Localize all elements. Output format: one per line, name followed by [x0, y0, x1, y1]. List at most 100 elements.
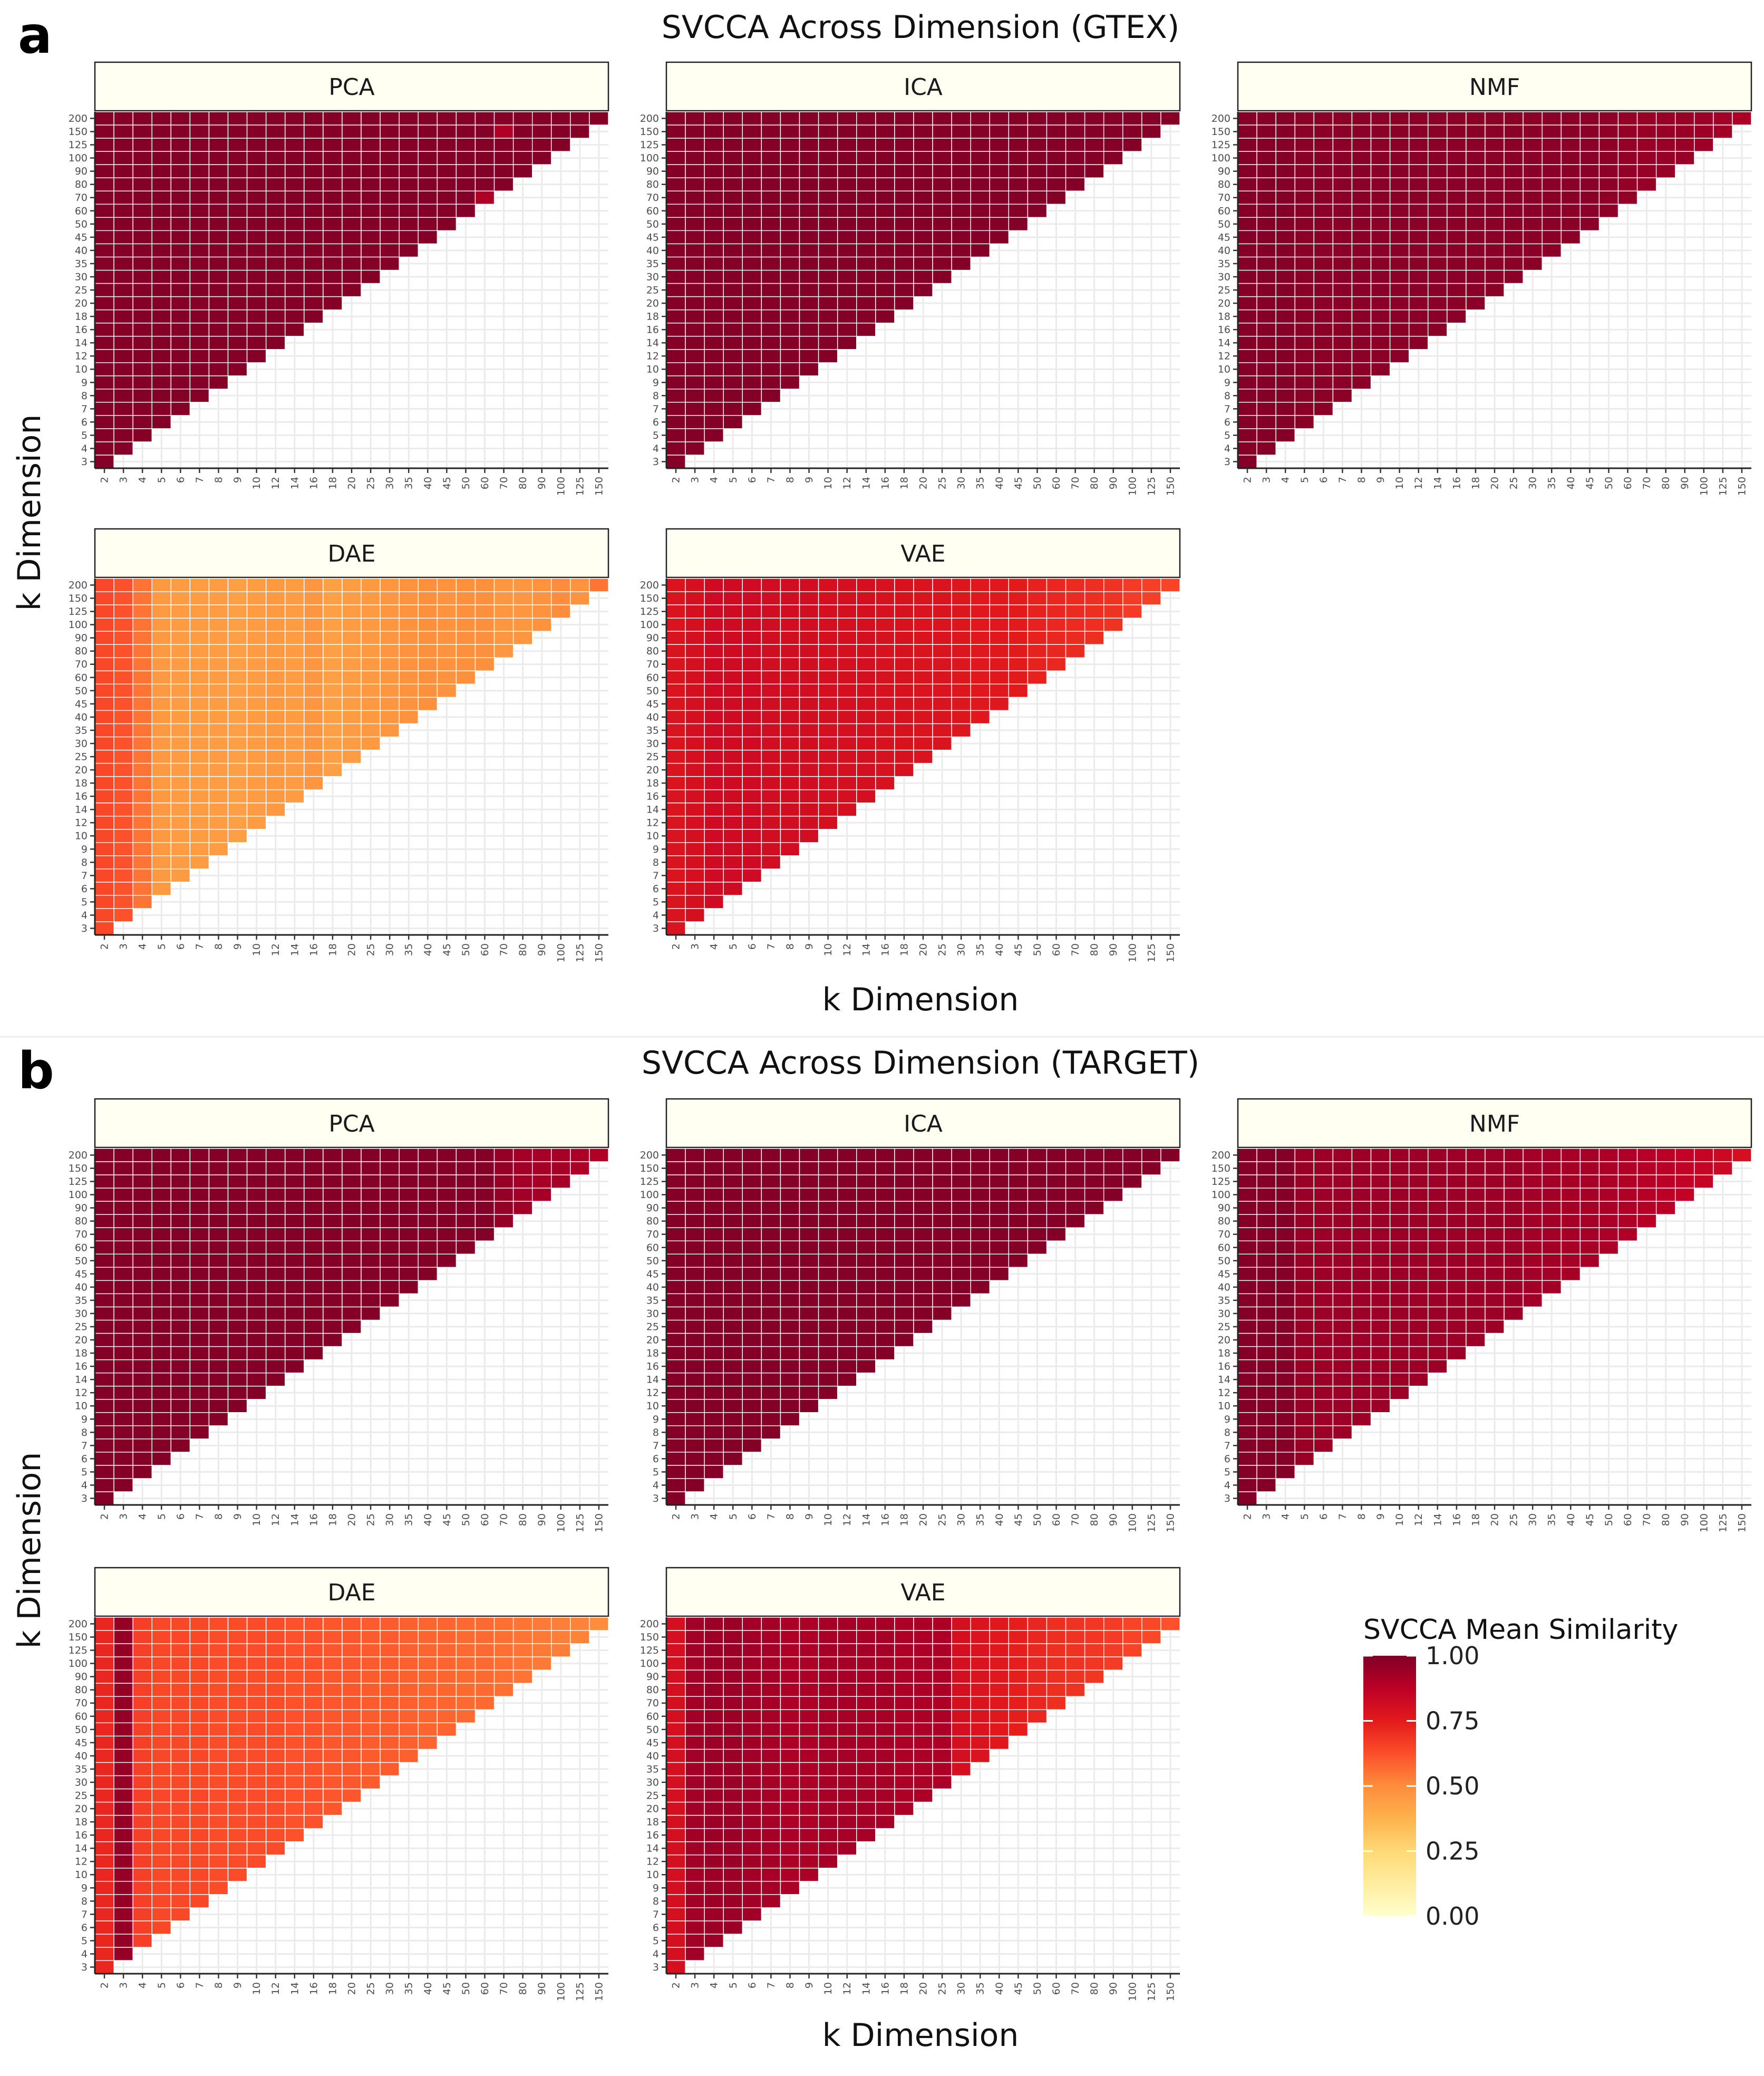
heatmap-cell	[94, 1894, 114, 1908]
heatmap-cell	[818, 1293, 838, 1308]
x-tick-label: 20	[346, 943, 358, 956]
y-tick-label: 7	[1224, 403, 1230, 415]
heatmap-cell	[227, 1359, 248, 1374]
heatmap-cell	[493, 604, 514, 619]
heatmap-cell	[361, 1227, 381, 1241]
heatmap-cell	[951, 177, 971, 191]
heatmap-cell	[380, 124, 400, 139]
y-tick-label: 16	[646, 324, 659, 336]
heatmap-cell	[151, 1319, 171, 1334]
heatmap-cell	[1447, 164, 1467, 178]
heatmap-cell	[742, 309, 762, 324]
heatmap-cell	[742, 1346, 762, 1360]
heatmap-cell	[799, 1306, 819, 1321]
heatmap-cell	[1485, 269, 1505, 284]
heatmap-cell	[342, 1293, 362, 1308]
heatmap-cell	[380, 1280, 400, 1295]
heatmap-cell	[493, 177, 514, 191]
heatmap-cell	[1237, 415, 1257, 429]
heatmap-cell	[151, 1425, 171, 1440]
x-tick-label: 90	[1679, 477, 1691, 489]
heatmap-cell	[361, 617, 381, 632]
heatmap-cell	[951, 230, 971, 245]
y-tick-label: 4	[1224, 443, 1230, 455]
heatmap-cell	[799, 230, 819, 245]
heatmap-cell	[1389, 1293, 1410, 1308]
heatmap-cell	[246, 138, 267, 152]
heatmap-cell	[799, 683, 819, 698]
heatmap-cell	[246, 111, 267, 125]
x-tick-label: 3	[118, 1982, 130, 1988]
heatmap-cell	[666, 1398, 686, 1413]
heatmap-cell	[437, 1643, 457, 1657]
heatmap-cell	[151, 631, 171, 645]
heatmap-cell	[1256, 177, 1276, 191]
heatmap-cell	[113, 335, 133, 350]
heatmap-cell	[1313, 124, 1334, 139]
heatmap-cell	[1237, 177, 1257, 191]
heatmap-cell	[246, 1385, 267, 1400]
heatmap-cell	[1027, 1187, 1048, 1202]
heatmap-cell	[304, 151, 324, 165]
heatmap-cell	[1256, 1306, 1276, 1321]
heatmap-cell	[1256, 230, 1276, 245]
heatmap-cell	[189, 1293, 210, 1308]
y-tick-label: 40	[1218, 245, 1230, 256]
heatmap-cell	[512, 1617, 533, 1631]
heatmap-cell	[1275, 204, 1295, 218]
x-tick-label: 90	[536, 1982, 548, 1995]
heatmap-cell	[1275, 335, 1295, 350]
heatmap-cell	[780, 177, 800, 191]
y-tick-label: 90	[75, 632, 88, 644]
heatmap-cell	[1122, 604, 1142, 619]
heatmap-cell	[1122, 1174, 1142, 1189]
heatmap-cell	[246, 1683, 267, 1697]
heatmap-cell	[704, 1306, 724, 1321]
heatmap-cell	[151, 1161, 171, 1175]
heatmap-cell	[304, 111, 324, 125]
x-tick-label: 9	[232, 943, 244, 950]
heatmap-cell	[894, 177, 914, 191]
heatmap-cell	[685, 402, 705, 416]
x-tick-label: 4	[709, 477, 720, 483]
heatmap-cell	[1636, 164, 1657, 178]
heatmap-cell	[1008, 617, 1029, 632]
heatmap-cell	[94, 1841, 114, 1856]
heatmap-cell	[875, 230, 895, 245]
heatmap-cell	[474, 164, 495, 178]
heatmap-cell	[818, 256, 838, 271]
y-tick-label: 4	[81, 910, 88, 921]
heatmap-cell	[932, 591, 952, 605]
heatmap-cell	[1275, 177, 1295, 191]
heatmap-cell	[113, 1749, 133, 1763]
y-tick-label: 14	[1218, 337, 1230, 349]
heatmap-cell	[818, 657, 838, 671]
heatmap-cell	[227, 1253, 248, 1268]
heatmap-cell	[342, 1669, 362, 1684]
heatmap-cell	[323, 164, 343, 178]
heatmap-cell	[989, 591, 1010, 605]
heatmap-cell	[227, 1762, 248, 1776]
heatmap-cell	[1332, 1372, 1353, 1387]
heatmap-cell	[323, 1643, 343, 1657]
heatmap-cell	[1141, 1161, 1161, 1175]
heatmap-cell	[837, 1293, 857, 1308]
heatmap-cell	[780, 828, 800, 843]
heatmap-cell	[1332, 1332, 1353, 1347]
heatmap-cell	[342, 1267, 362, 1281]
y-tick-label: 80	[1218, 1215, 1230, 1227]
heatmap-cell	[227, 1696, 248, 1710]
heatmap-cell	[761, 1201, 781, 1215]
heatmap-cell	[1389, 1240, 1410, 1255]
heatmap-cell	[818, 736, 838, 751]
heatmap-cell	[818, 349, 838, 363]
y-tick-label: 16	[75, 1830, 88, 1841]
heatmap-cell	[1332, 151, 1353, 165]
y-tick-label: 20	[646, 1335, 659, 1346]
heatmap-cell	[1351, 204, 1372, 218]
heatmap-cell	[342, 1709, 362, 1724]
heatmap-cell	[361, 1683, 381, 1697]
heatmap-cell	[1027, 190, 1048, 205]
heatmap-cell	[685, 683, 705, 698]
heatmap-cell	[704, 138, 724, 152]
